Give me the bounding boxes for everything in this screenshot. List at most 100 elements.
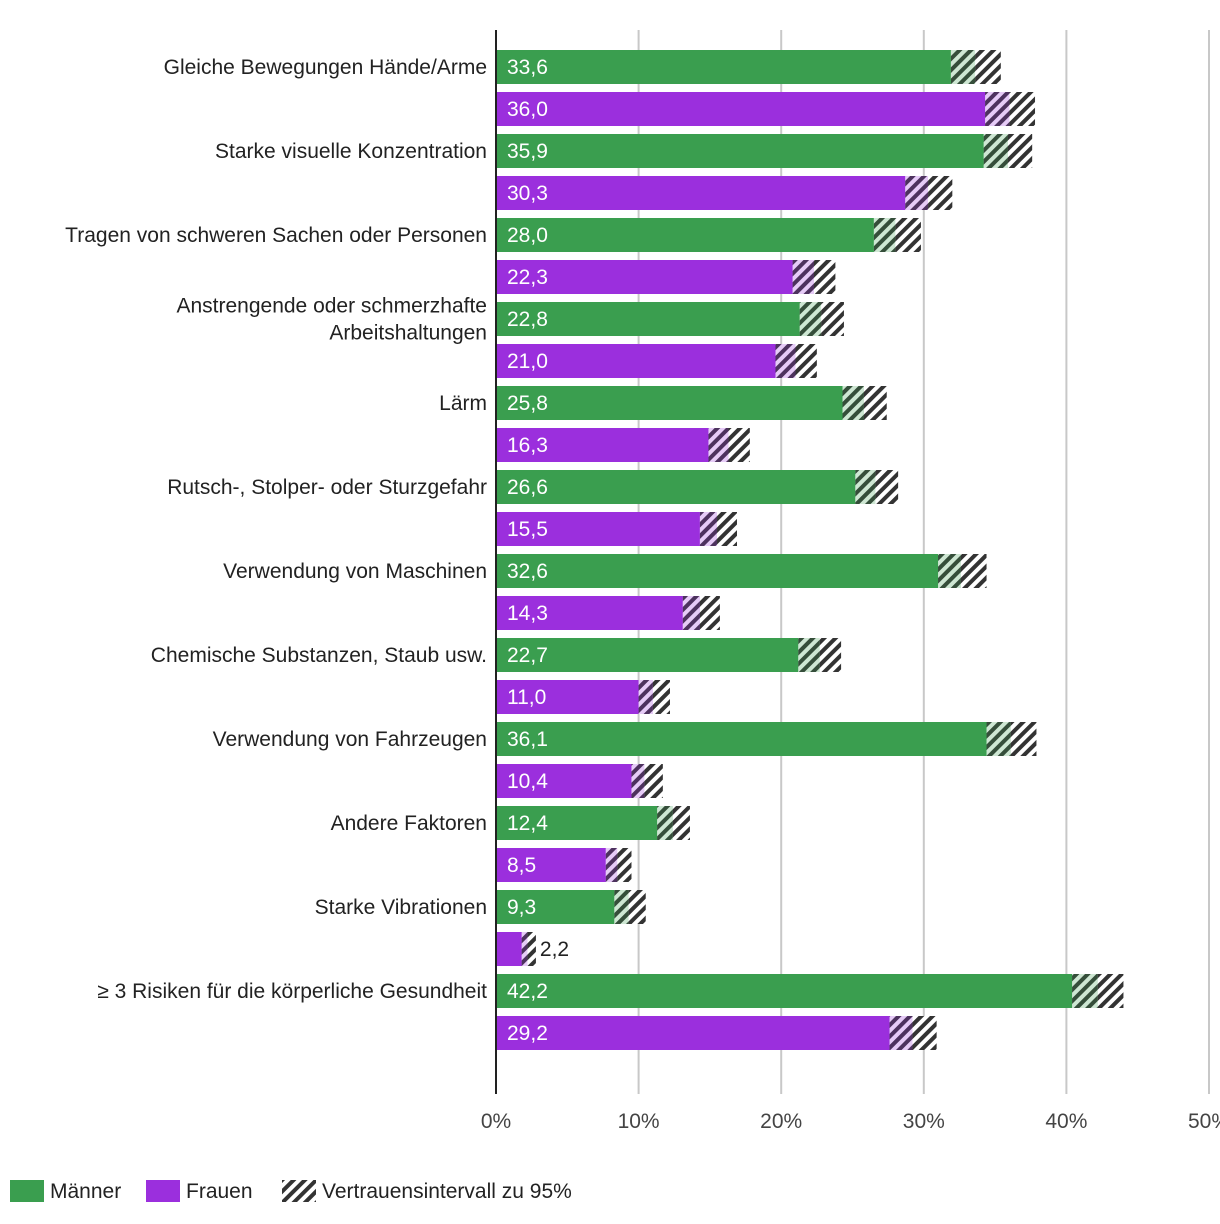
ci-lower-hatch <box>938 554 961 588</box>
ci-lower-hatch <box>889 1016 913 1050</box>
category-label: Tragen von schweren Sachen oder Personen <box>65 224 487 247</box>
category-label: Andere Faktoren <box>331 812 487 835</box>
value-label: 12,4 <box>507 812 548 835</box>
ci-lower-hatch <box>842 386 864 420</box>
value-label: 22,8 <box>507 308 548 331</box>
legend-label: Vertrauensintervall zu 95% <box>322 1180 572 1203</box>
ci-lower-hatch <box>798 638 820 672</box>
ci-upper-hatch <box>644 764 663 798</box>
bar-männer-8 <box>496 722 987 756</box>
ci-upper-hatch <box>975 50 1001 84</box>
value-label: 21,0 <box>507 350 548 373</box>
value-label: 15,5 <box>507 518 548 541</box>
category-label: Chemische Substanzen, Staub usw. <box>151 644 487 667</box>
bar-frauen-9 <box>496 848 606 882</box>
ci-upper-hatch <box>813 260 836 294</box>
ci-upper-hatch <box>928 176 953 210</box>
value-label: 26,6 <box>507 476 548 499</box>
value-label: 9,3 <box>507 896 536 919</box>
ci-upper-hatch <box>1097 974 1124 1008</box>
ci-lower-hatch <box>521 932 528 966</box>
ci-lower-hatch <box>699 512 718 546</box>
bar-frauen-8 <box>496 764 632 798</box>
ci-upper-hatch <box>717 512 737 546</box>
ci-lower-hatch <box>986 722 1011 756</box>
value-label: 16,3 <box>507 434 548 457</box>
value-label: 36,1 <box>507 728 548 751</box>
bar-männer-7 <box>496 638 799 672</box>
ci-upper-hatch <box>795 344 817 378</box>
bar-frauen-10 <box>496 932 522 966</box>
value-label: 36,0 <box>507 98 548 121</box>
value-label: 42,2 <box>507 980 548 1003</box>
bar-frauen-3 <box>496 344 776 378</box>
value-label: 32,6 <box>507 560 548 583</box>
bar-frauen-0 <box>496 92 986 126</box>
category-label: Starke visuelle Konzentration <box>215 140 487 163</box>
ci-lower-hatch <box>775 344 796 378</box>
ci-lower-hatch <box>799 302 822 336</box>
ci-lower-hatch <box>638 680 653 714</box>
bar-männer-1 <box>496 134 984 168</box>
ci-upper-hatch <box>1007 134 1033 168</box>
ci-lower-hatch <box>985 92 1010 126</box>
category-label: Starke Vibrationen <box>315 896 487 919</box>
bar-männer-0 <box>496 50 951 84</box>
category-label: ≥ 3 Risiken für die körperliche Gesundhe… <box>97 980 487 1003</box>
ci-lower-hatch <box>792 260 814 294</box>
ci-lower-hatch <box>950 50 976 84</box>
category-label: Lärm <box>439 392 487 415</box>
ci-upper-hatch <box>821 302 844 336</box>
x-tick-label: 50% <box>1188 1110 1220 1133</box>
bar-männer-4 <box>496 386 843 420</box>
bar-frauen-11 <box>496 1016 890 1050</box>
ci-upper-hatch <box>819 638 842 672</box>
bar-frauen-2 <box>496 260 793 294</box>
ci-upper-hatch <box>527 932 536 966</box>
ci-lower-hatch <box>631 764 645 798</box>
ci-lower-hatch <box>708 428 729 462</box>
category-labels: Gleiche Bewegungen Hände/Arme Starke visu… <box>65 56 487 1003</box>
bar-männer-9 <box>496 806 658 840</box>
x-axis: 0% 10% 20% 30% 40% 50% <box>481 30 1220 1133</box>
x-tick-label: 20% <box>760 1110 802 1133</box>
bar-männer-10 <box>496 890 615 924</box>
bar-frauen-7 <box>496 680 639 714</box>
category-label: Arbeitshaltungen <box>329 322 487 345</box>
ci-lower-hatch <box>614 890 629 924</box>
ci-lower-hatch <box>605 848 618 882</box>
ci-lower-hatch <box>1072 974 1098 1008</box>
value-label: 30,3 <box>507 182 548 205</box>
value-label: 33,6 <box>507 56 548 79</box>
value-label: 22,7 <box>507 644 548 667</box>
category-label: Verwendung von Maschinen <box>223 560 487 583</box>
value-label: 28,0 <box>507 224 548 247</box>
legend-label: Frauen <box>186 1180 253 1203</box>
ci-upper-hatch <box>628 890 646 924</box>
ci-upper-hatch <box>1010 722 1037 756</box>
ci-lower-hatch <box>983 134 1008 168</box>
ci-upper-hatch <box>1009 92 1036 126</box>
bar-frauen-4 <box>496 428 709 462</box>
value-label: 29,2 <box>507 1022 548 1045</box>
ci-upper-hatch <box>863 386 887 420</box>
value-label: 10,4 <box>507 770 548 793</box>
x-tick-label: 10% <box>618 1110 660 1133</box>
ci-upper-hatch <box>875 470 899 504</box>
ci-lower-hatch <box>855 470 876 504</box>
value-label: 2,2 <box>540 938 569 961</box>
value-label: 14,3 <box>507 602 548 625</box>
category-label: Anstrengende oder schmerzhafte <box>176 295 487 318</box>
bar-männer-5 <box>496 470 856 504</box>
x-tick-label: 30% <box>903 1110 945 1133</box>
ci-lower-hatch <box>905 176 929 210</box>
value-label: 35,9 <box>507 140 548 163</box>
ci-lower-hatch <box>657 806 673 840</box>
legend-swatch-ci <box>282 1180 316 1202</box>
bar-frauen-5 <box>496 512 700 546</box>
bar-männer-11 <box>496 974 1073 1008</box>
category-label: Rutsch-, Stolper- oder Sturzgefahr <box>167 476 487 499</box>
ci-upper-hatch <box>912 1016 937 1050</box>
legend: Männer Frauen Vertrauensintervall zu 95% <box>10 1180 572 1203</box>
